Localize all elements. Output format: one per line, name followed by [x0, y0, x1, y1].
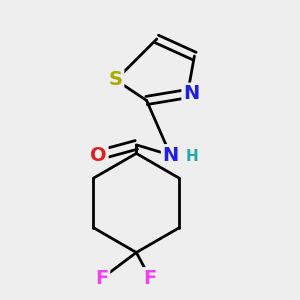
Text: F: F — [95, 268, 109, 288]
Text: N: N — [162, 146, 178, 165]
Text: O: O — [90, 146, 107, 165]
Text: F: F — [143, 268, 157, 288]
Text: N: N — [183, 84, 199, 103]
Text: H: H — [185, 149, 198, 164]
Text: S: S — [109, 70, 123, 89]
